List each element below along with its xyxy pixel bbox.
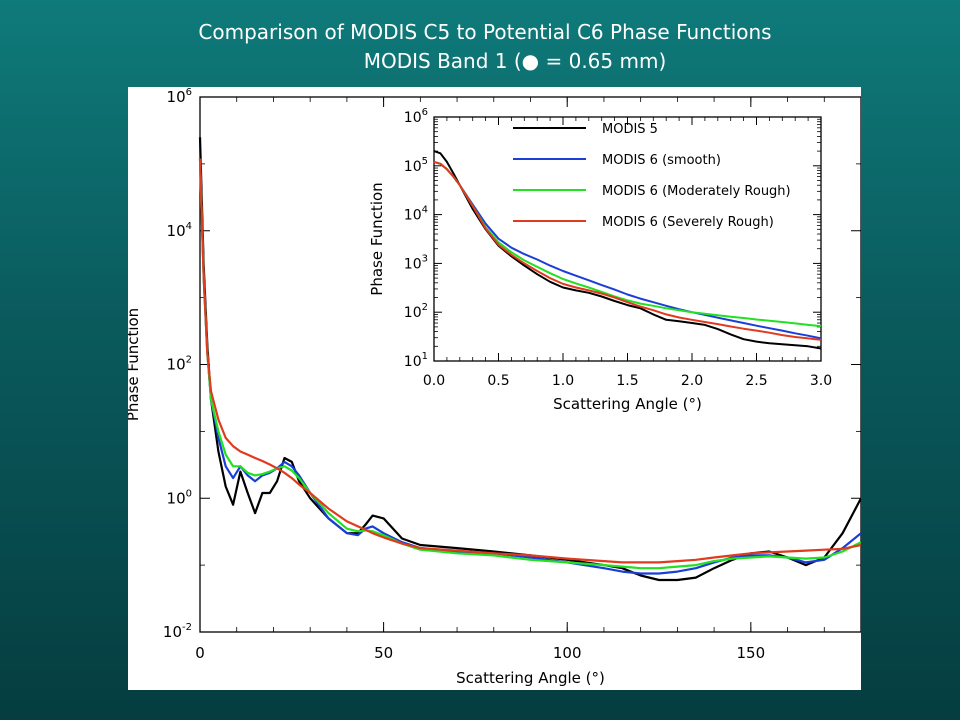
inset-series-line-0 (433, 150, 822, 350)
chart-title-line1: Comparison of MODIS C5 to Potential C6 P… (198, 20, 772, 44)
main-y-tick-label: 104 (167, 221, 192, 240)
inset-x-tick-label: 0.0 (423, 373, 445, 389)
inset-x-axis-title: Scattering Angle (°) (553, 395, 702, 413)
inset-series-line-3 (433, 160, 822, 341)
mu-symbol-icon: m (619, 49, 639, 73)
inset-series-line-1 (433, 160, 822, 340)
lambda-symbol-icon: ● (521, 49, 540, 73)
main-x-axis-title: Scattering Angle (°) (456, 669, 605, 687)
inset-x-tick-label: 2.5 (745, 373, 767, 389)
main-x-tick-label: 100 (553, 644, 582, 662)
inset-y-tick-label: 101 (404, 351, 428, 370)
inset-x-tick-label: 1.0 (552, 373, 574, 389)
main-series-line-3 (198, 158, 861, 564)
main-series-line-0 (198, 137, 861, 582)
main-x-tick-label: 150 (737, 644, 766, 662)
legend-label-0: MODIS 5 (602, 122, 658, 137)
main-y-tick-label: 100 (167, 488, 192, 507)
inset-y-axis-title: Phase Function (368, 182, 386, 295)
main-y-tick-label: 102 (167, 355, 192, 374)
legend-label-2: MODIS 6 (Moderately Rough) (602, 184, 791, 199)
inset-x-tick-label: 3.0 (810, 373, 832, 389)
legend-label-3: MODIS 6 (Severely Rough) (602, 215, 774, 230)
main-x-tick-label: 0 (195, 644, 205, 662)
inset-x-tick-label: 2.0 (681, 373, 703, 389)
inset-y-tick-label: 106 (404, 107, 428, 126)
main-series-line-2 (198, 158, 861, 570)
chart-panel: 0 50 100 150 10-2 100 102 104 106 Scattering Angl… (128, 87, 861, 690)
inset-y-tick-label: 105 (404, 156, 428, 175)
inset-y-tick-label: 104 (404, 205, 428, 224)
main-y-tick-label: 106 (167, 87, 192, 106)
inset-y-tick-label: 103 (404, 253, 428, 272)
main-x-tick-label: 50 (374, 644, 393, 662)
inset-x-tick-label: 0.5 (487, 373, 509, 389)
inset-x-tick-label: 1.5 (616, 373, 638, 389)
chart-title-line2: MODIS Band 1 (● = 0.65 mm) (363, 49, 667, 73)
phase-function-chart: 0 50 100 150 10-2 100 102 104 106 Scattering Angl… (128, 87, 861, 687)
inset-y-tick-label: 102 (404, 302, 428, 321)
legend-label-1: MODIS 6 (smooth) (602, 153, 721, 168)
main-y-tick-label: 10-2 (163, 622, 192, 641)
main-y-axis-title: Phase Function (128, 308, 142, 421)
